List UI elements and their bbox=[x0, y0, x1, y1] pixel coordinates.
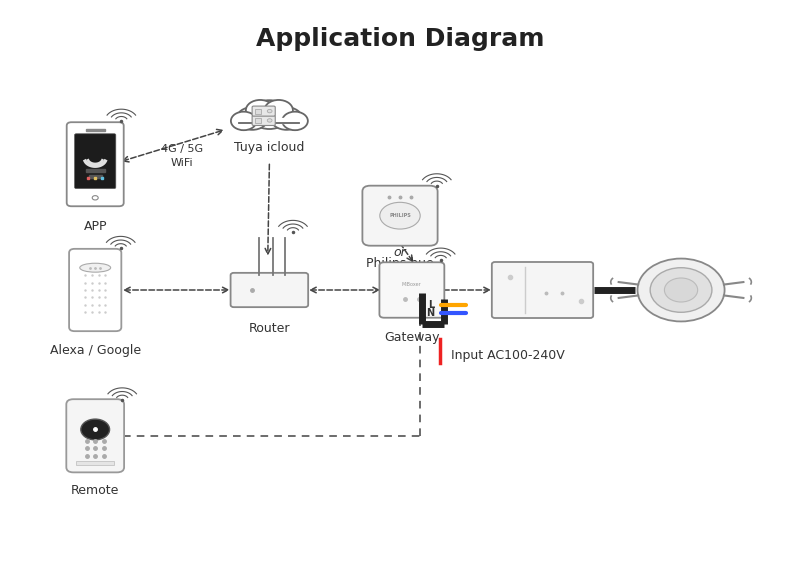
Text: MiBoxer: MiBoxer bbox=[402, 282, 422, 287]
Ellipse shape bbox=[80, 263, 110, 272]
Circle shape bbox=[267, 119, 272, 122]
Circle shape bbox=[267, 110, 272, 113]
Circle shape bbox=[237, 107, 268, 130]
Text: Philips hue: Philips hue bbox=[366, 257, 434, 270]
Circle shape bbox=[250, 100, 290, 129]
Circle shape bbox=[282, 112, 308, 130]
FancyArrowPatch shape bbox=[423, 293, 442, 299]
Text: 4G / 5G
WiFi: 4G / 5G WiFi bbox=[162, 144, 203, 168]
FancyBboxPatch shape bbox=[362, 186, 438, 246]
Text: or: or bbox=[394, 246, 406, 259]
Bar bbox=[89, 175, 102, 178]
FancyBboxPatch shape bbox=[74, 134, 116, 189]
FancyArrowPatch shape bbox=[123, 129, 222, 162]
FancyBboxPatch shape bbox=[69, 249, 122, 331]
FancyBboxPatch shape bbox=[66, 122, 124, 206]
Bar bbox=[76, 461, 114, 465]
Text: N: N bbox=[426, 308, 434, 318]
Circle shape bbox=[81, 419, 110, 440]
FancyArrowPatch shape bbox=[310, 287, 378, 293]
FancyBboxPatch shape bbox=[230, 273, 308, 307]
FancyBboxPatch shape bbox=[66, 399, 124, 472]
Text: L: L bbox=[428, 300, 434, 310]
Text: Remote: Remote bbox=[71, 484, 119, 498]
Bar bbox=[86, 169, 105, 172]
FancyArrowPatch shape bbox=[400, 243, 413, 261]
Circle shape bbox=[92, 195, 98, 200]
Ellipse shape bbox=[665, 278, 698, 302]
Circle shape bbox=[246, 100, 274, 121]
Circle shape bbox=[270, 107, 302, 130]
FancyBboxPatch shape bbox=[252, 115, 275, 125]
FancyArrowPatch shape bbox=[125, 287, 228, 293]
Circle shape bbox=[231, 112, 257, 130]
FancyBboxPatch shape bbox=[252, 106, 275, 116]
Text: Gateway: Gateway bbox=[384, 331, 440, 345]
Bar bbox=[255, 118, 261, 123]
FancyBboxPatch shape bbox=[492, 262, 593, 318]
Ellipse shape bbox=[650, 268, 712, 312]
Bar bbox=[255, 108, 261, 114]
Text: Tuya icloud: Tuya icloud bbox=[234, 140, 305, 154]
Text: Router: Router bbox=[249, 322, 290, 335]
Ellipse shape bbox=[638, 259, 725, 321]
FancyBboxPatch shape bbox=[379, 262, 444, 318]
Circle shape bbox=[264, 100, 293, 121]
FancyArrowPatch shape bbox=[443, 287, 490, 293]
Ellipse shape bbox=[380, 202, 420, 229]
FancyArrowPatch shape bbox=[265, 164, 270, 254]
Bar bbox=[86, 129, 105, 131]
Text: APP: APP bbox=[83, 220, 107, 233]
Text: Input AC100-240V: Input AC100-240V bbox=[451, 349, 566, 362]
Text: PHILIPS: PHILIPS bbox=[389, 213, 411, 218]
Text: Alexa / Google: Alexa / Google bbox=[50, 345, 141, 357]
Text: Application Diagram: Application Diagram bbox=[256, 27, 544, 51]
